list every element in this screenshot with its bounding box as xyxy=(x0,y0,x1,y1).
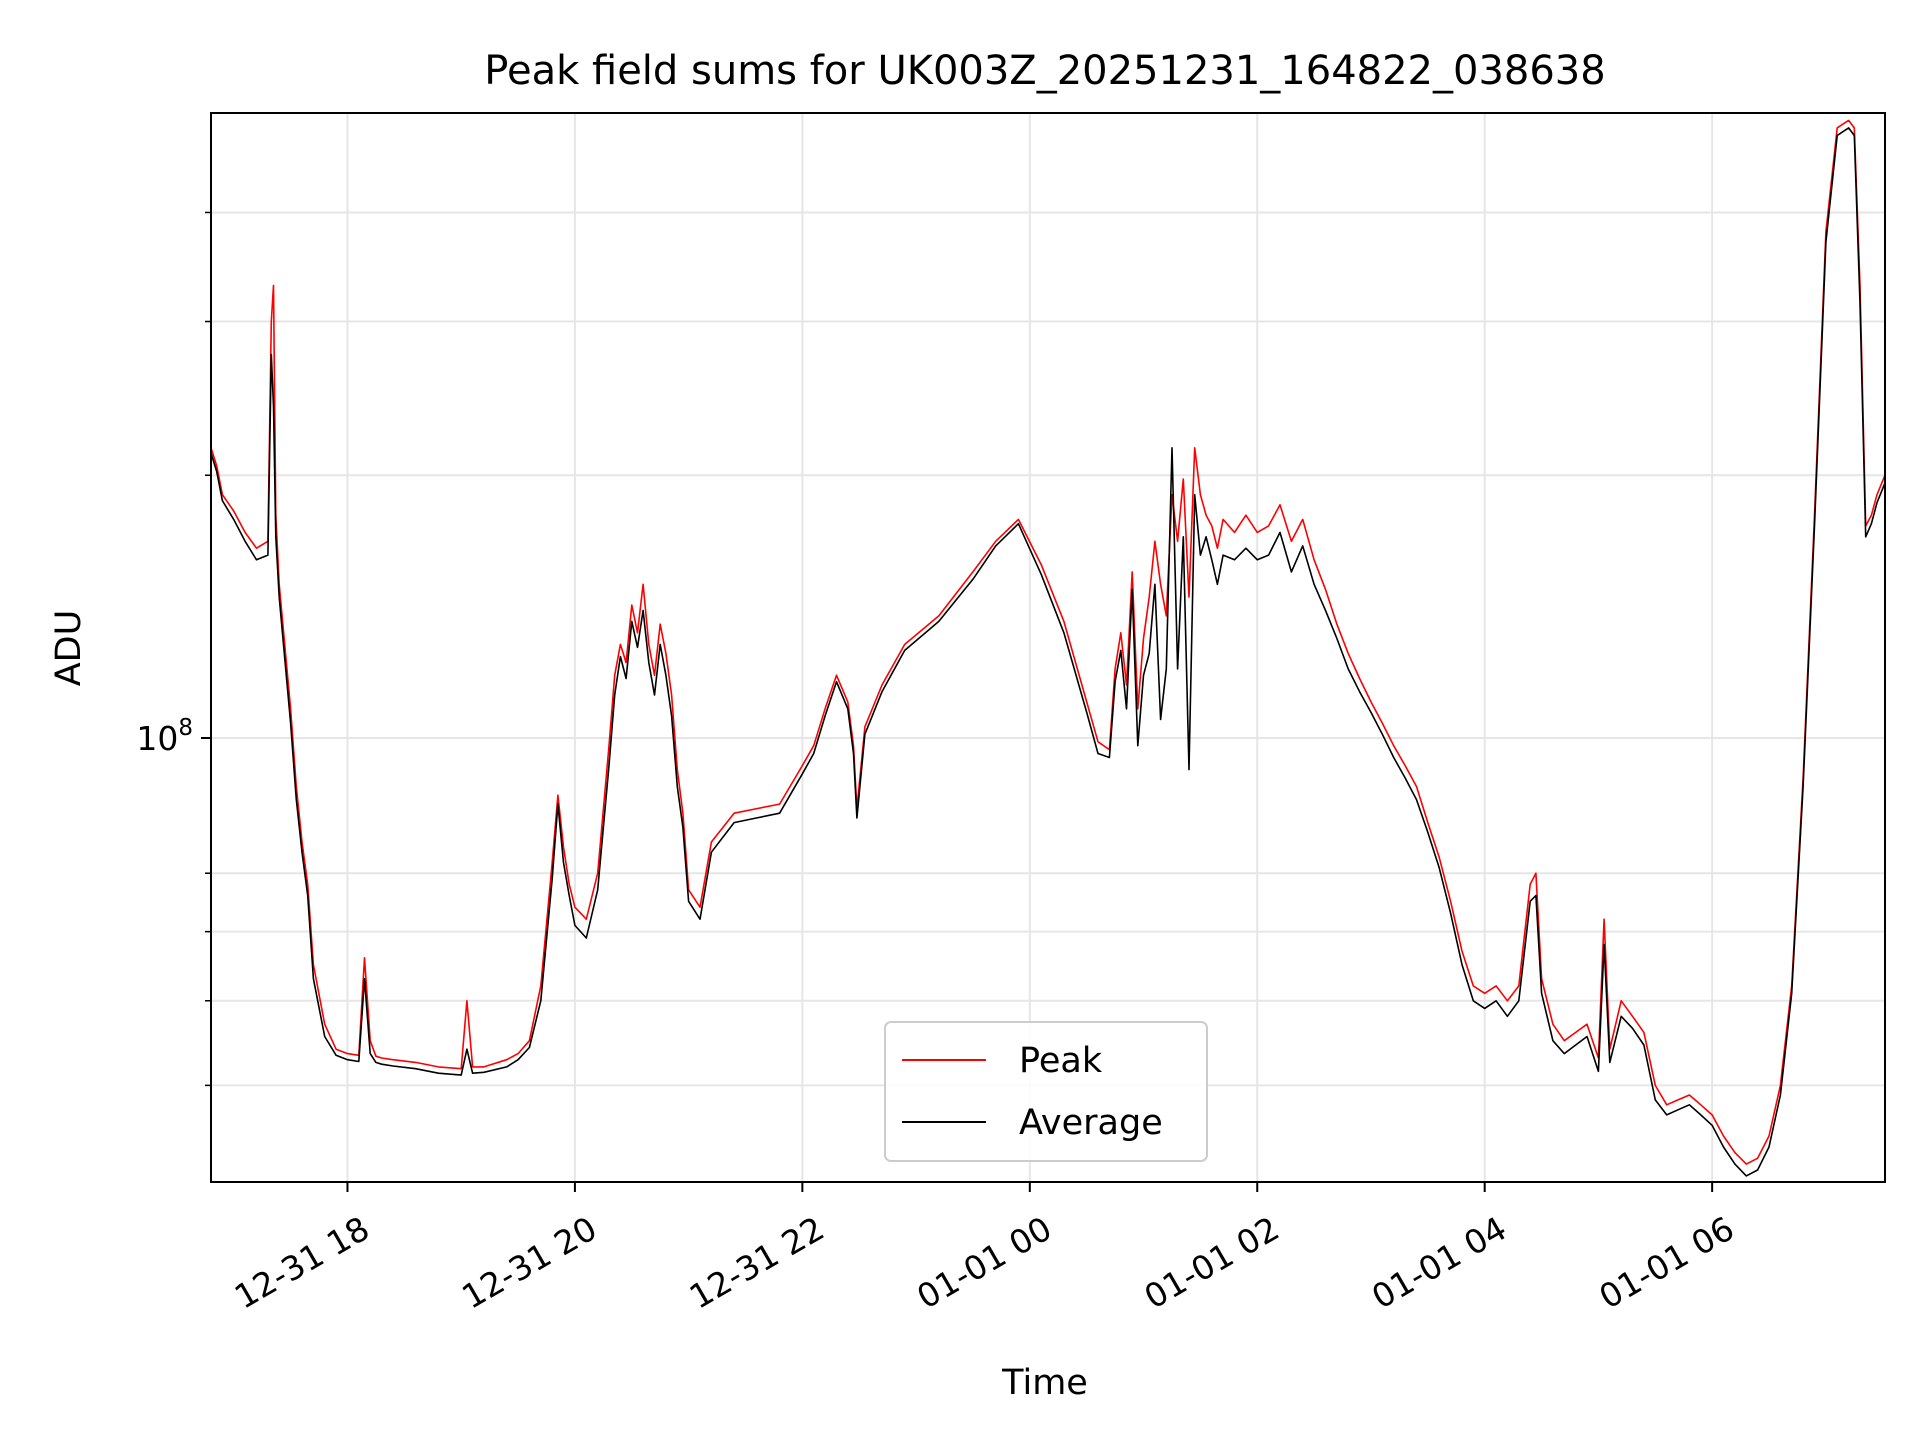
series-line-average xyxy=(210,127,1886,1177)
y-axis-ticks: 108 xyxy=(136,211,211,1087)
grid-lines xyxy=(211,113,1885,1182)
y-tick-label-base: 10 xyxy=(136,719,178,758)
legend-label-peak: Peak xyxy=(1019,1041,1103,1081)
legend-box xyxy=(884,1021,1208,1162)
legend: Peak Average xyxy=(884,1021,1208,1162)
x-axis-label: Time xyxy=(1001,1363,1088,1403)
y-tick-label-exponent: 8 xyxy=(178,715,193,741)
legend-label-average: Average xyxy=(1019,1103,1163,1143)
chart-title: Peak field sums for UK003Z_20251231_1648… xyxy=(484,48,1605,94)
series-line-peak xyxy=(210,119,1886,1165)
y-axis-label: ADU xyxy=(49,610,89,687)
series-layer xyxy=(210,119,1886,1177)
plot-frame xyxy=(210,112,1886,1183)
y-tick-label: 108 xyxy=(136,715,193,758)
